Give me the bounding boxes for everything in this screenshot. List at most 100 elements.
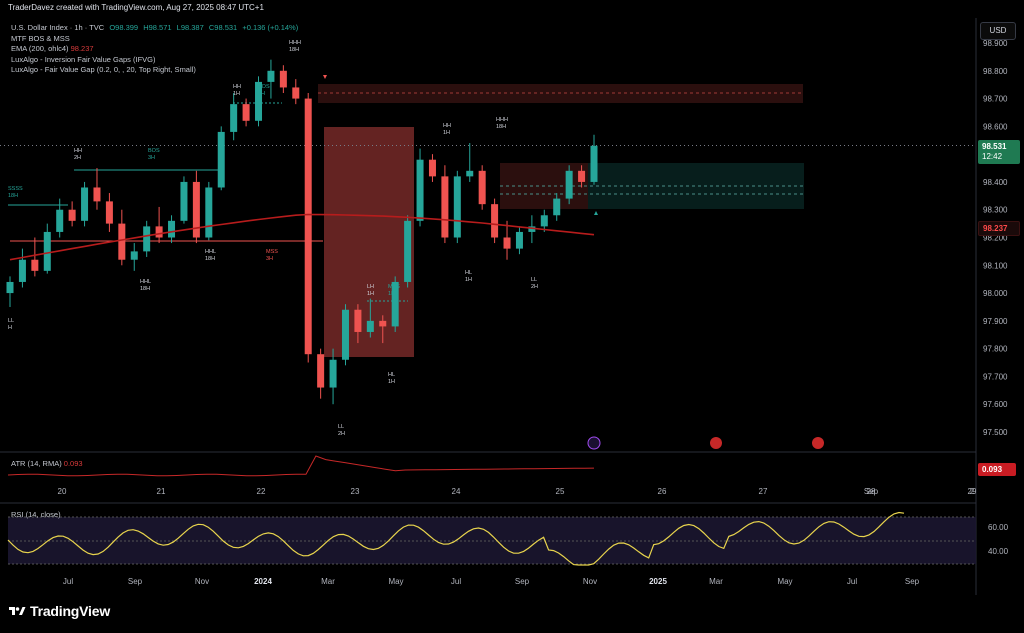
price-tick-label: 98.800: [983, 67, 1008, 76]
ema-line: [9, 213, 595, 261]
time-tick-label: 24: [452, 487, 461, 496]
symbol-line[interactable]: U.S. Dollar Index · 1h · TVC O98.399 H98…: [11, 23, 301, 34]
time-tick-label: 27: [759, 487, 768, 496]
time-tick-label: 26: [658, 487, 667, 496]
rsi-time-label: Jul: [63, 577, 73, 586]
candle-body: [31, 259, 39, 271]
structure-label: LH: [367, 284, 374, 290]
rsi-time-label: Nov: [195, 577, 209, 586]
rsi-level-label: 40.00: [988, 547, 1009, 556]
structure-label: HL: [465, 270, 472, 276]
structure-label: HH: [74, 148, 82, 154]
candle-body: [453, 176, 461, 238]
bearish-marker: [323, 75, 327, 79]
price-tick-label: 97.700: [983, 372, 1008, 381]
structure-label: 18H: [496, 124, 506, 130]
candle-body: [168, 220, 176, 238]
time-tick-label: 2: [970, 487, 975, 496]
currency-button[interactable]: USD: [980, 22, 1016, 40]
us-flag-event-icon: [710, 437, 722, 449]
price-tick-label: 98.400: [983, 178, 1008, 187]
ohlc-low: L98.387: [176, 23, 204, 32]
time-tick-label: 29: [968, 487, 977, 496]
tradingview-logo[interactable]: TradingView: [8, 603, 110, 619]
price-tick-label: 97.800: [983, 345, 1008, 354]
indicator-ema[interactable]: EMA (200, ohlc4) 98.237: [11, 44, 301, 55]
candle-body: [43, 231, 51, 271]
candle-body: [155, 226, 163, 238]
structure-label: HHL: [205, 249, 216, 255]
structure-label: HHL: [140, 279, 151, 285]
price-tick-label: 98.100: [983, 261, 1008, 270]
rsi-time-label: Jul: [451, 577, 461, 586]
candle-body: [329, 359, 337, 388]
atr-line: [7, 455, 595, 477]
time-tick-label: Sep: [864, 487, 879, 496]
ema-label: EMA (200, ohlc4): [11, 44, 69, 53]
structure-label: 2H: [338, 431, 345, 437]
structure-label: LL: [8, 318, 14, 324]
candle-body: [578, 170, 586, 182]
price-tick-label: 98.600: [983, 122, 1008, 131]
structure-label: 1H: [388, 379, 395, 385]
candle-body: [81, 187, 89, 221]
ohlc-close: C98.531: [208, 23, 238, 32]
candle-body: [267, 70, 275, 82]
indicator-fvg[interactable]: LuxAlgo - Fair Value Gap (0.2, 0, , 20, …: [11, 65, 196, 74]
rsi-time-label: Nov: [583, 577, 597, 586]
time-tick-label: 22: [257, 487, 266, 496]
rsi-time-label: 2025: [649, 577, 667, 586]
structure-label: 1H: [367, 291, 374, 297]
structure-label: SSSS: [8, 186, 23, 192]
structure-label: BOS: [258, 84, 270, 90]
candle-body: [354, 309, 362, 332]
structure-label: HHH: [289, 40, 301, 46]
candle-body: [478, 170, 486, 205]
structure-label: BOS: [148, 148, 160, 154]
ema-value: 98.237: [70, 44, 94, 53]
last-price-tag: 98.531 12:42: [978, 140, 1020, 164]
candle-body: [217, 131, 225, 188]
structure-label: MSS: [388, 284, 400, 290]
time-tick-label: 20: [58, 487, 67, 496]
bullish-fvg-zone: [588, 163, 804, 209]
price-tick-label: 97.500: [983, 428, 1008, 437]
atr-value-tag: 0.093: [978, 463, 1016, 476]
time-tick-label: 25: [556, 487, 565, 496]
candle-body: [441, 176, 449, 238]
indicator-legend: U.S. Dollar Index · 1h · TVC O98.399 H98…: [11, 23, 301, 76]
indicator-bos-mss[interactable]: MTF BOS & MSS: [11, 33, 70, 43]
rsi-time-label: 2024: [254, 577, 272, 586]
rsi-title[interactable]: RSI (14, close): [11, 510, 61, 519]
structure-label: 18H: [140, 286, 150, 292]
candle-body: [428, 159, 436, 177]
candle-body: [180, 181, 188, 221]
candle-body: [6, 281, 14, 294]
candle-body: [130, 251, 138, 260]
price-tick-label: 97.900: [983, 317, 1008, 326]
candle-body: [304, 98, 312, 355]
atr-title[interactable]: ATR (14, RMA) 0.093: [11, 459, 83, 468]
rsi-time-label: Jul: [847, 577, 857, 586]
us-flag-event-icon: [812, 437, 824, 449]
candle-body: [416, 159, 424, 221]
structure-label: 1H: [233, 91, 240, 97]
brand-name: TradingView: [30, 603, 111, 619]
rsi-time-label: Mar: [709, 577, 723, 586]
structure-label: 1H: [388, 291, 395, 297]
indicator-ifvg[interactable]: LuxAlgo - Inversion Fair Value Gaps (IFV…: [11, 54, 156, 64]
structure-label: LL: [338, 424, 344, 430]
ohlc-change: +0.136 (+0.14%): [242, 23, 299, 32]
price-tick-label: 98.900: [983, 39, 1008, 48]
candle-body: [528, 226, 536, 232]
rsi-time-label: Sep: [515, 577, 530, 586]
candle-body: [366, 320, 374, 332]
structure-label: HL: [388, 372, 395, 378]
symbol-title: U.S. Dollar Index · 1h · TVC: [11, 23, 105, 32]
candle-body: [93, 187, 101, 202]
candle-body: [230, 104, 238, 132]
candle-body: [565, 170, 573, 199]
rsi-time-label: May: [777, 577, 792, 586]
structure-label: 2H: [74, 155, 81, 161]
